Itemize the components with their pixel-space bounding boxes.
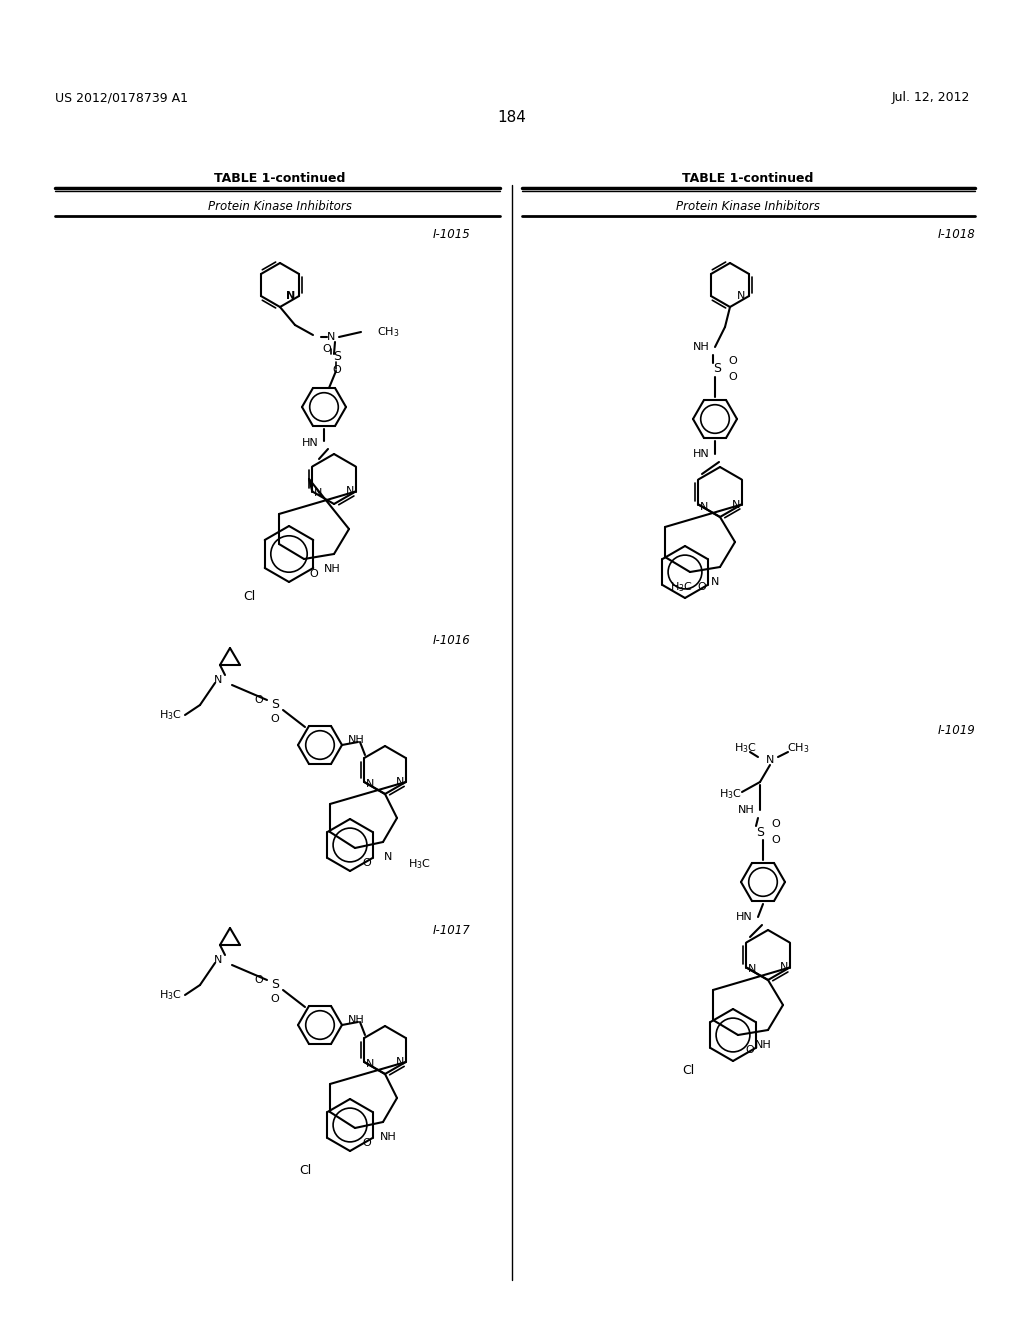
Text: O: O (270, 994, 280, 1005)
Text: I-1015: I-1015 (432, 228, 470, 242)
Text: Protein Kinase Inhibitors: Protein Kinase Inhibitors (676, 201, 820, 214)
Text: NH: NH (324, 564, 340, 574)
Text: H$_3$C: H$_3$C (159, 708, 181, 722)
Text: I-1019: I-1019 (937, 723, 975, 737)
Text: S: S (333, 351, 341, 363)
Text: O: O (309, 569, 318, 579)
Text: N: N (700, 502, 709, 511)
Text: O: O (745, 1045, 755, 1055)
Text: N: N (711, 577, 719, 587)
Text: N: N (766, 755, 774, 766)
Text: N: N (384, 851, 392, 862)
Text: Jul. 12, 2012: Jul. 12, 2012 (892, 91, 970, 104)
Text: O: O (697, 582, 707, 591)
Text: N: N (731, 499, 739, 510)
Text: NH: NH (380, 1133, 396, 1142)
Text: NH: NH (348, 735, 365, 744)
Text: 184: 184 (498, 111, 526, 125)
Text: O: O (729, 356, 737, 366)
Text: O: O (772, 818, 780, 829)
Text: I-1018: I-1018 (937, 228, 975, 242)
Text: O: O (362, 1138, 372, 1148)
Text: O: O (323, 345, 332, 354)
Text: H$_3$C: H$_3$C (670, 579, 693, 594)
Text: O: O (255, 696, 263, 705)
Text: O: O (270, 714, 280, 723)
Text: S: S (271, 698, 279, 711)
Text: H$_3$C: H$_3$C (159, 989, 181, 1002)
Text: H$_3$C: H$_3$C (733, 741, 757, 755)
Text: HN: HN (735, 912, 753, 921)
Text: S: S (713, 363, 721, 375)
Text: S: S (271, 978, 279, 991)
Text: Cl: Cl (243, 590, 255, 603)
Text: Protein Kinase Inhibitors: Protein Kinase Inhibitors (208, 201, 352, 214)
Text: O: O (255, 975, 263, 985)
Text: H$_3$C: H$_3$C (719, 787, 741, 801)
Text: O: O (333, 366, 341, 375)
Text: O: O (729, 372, 737, 381)
Text: S: S (756, 825, 764, 838)
Text: CH$_3$: CH$_3$ (377, 325, 399, 339)
Text: I-1016: I-1016 (432, 634, 470, 647)
Text: HN: HN (692, 449, 710, 459)
Text: N: N (314, 488, 323, 499)
Text: HN: HN (302, 438, 318, 447)
Text: NH: NH (755, 1040, 771, 1049)
Text: US 2012/0178739 A1: US 2012/0178739 A1 (55, 91, 188, 104)
Text: Cl: Cl (682, 1064, 694, 1077)
Text: NH: NH (348, 1015, 365, 1026)
Text: O: O (362, 858, 372, 869)
Text: N: N (366, 1059, 375, 1069)
Text: NH: NH (737, 805, 755, 814)
Text: N: N (737, 290, 745, 301)
Text: N: N (779, 962, 787, 973)
Text: N: N (214, 954, 222, 965)
Text: N: N (327, 333, 335, 342)
Text: N: N (214, 675, 222, 685)
Text: N: N (749, 965, 757, 974)
Text: TABLE 1-continued: TABLE 1-continued (214, 172, 346, 185)
Text: O: O (772, 836, 780, 845)
Text: TABLE 1-continued: TABLE 1-continued (682, 172, 814, 185)
Text: Cl: Cl (299, 1163, 311, 1176)
Text: I-1017: I-1017 (432, 924, 470, 936)
Text: CH$_3$: CH$_3$ (786, 741, 809, 755)
Text: N: N (395, 777, 404, 787)
Text: N: N (287, 290, 296, 301)
Text: N: N (366, 779, 375, 789)
Text: NH: NH (692, 342, 710, 352)
Text: N: N (345, 487, 354, 496)
Text: N: N (395, 1057, 404, 1067)
Text: H$_3$C: H$_3$C (408, 857, 431, 871)
